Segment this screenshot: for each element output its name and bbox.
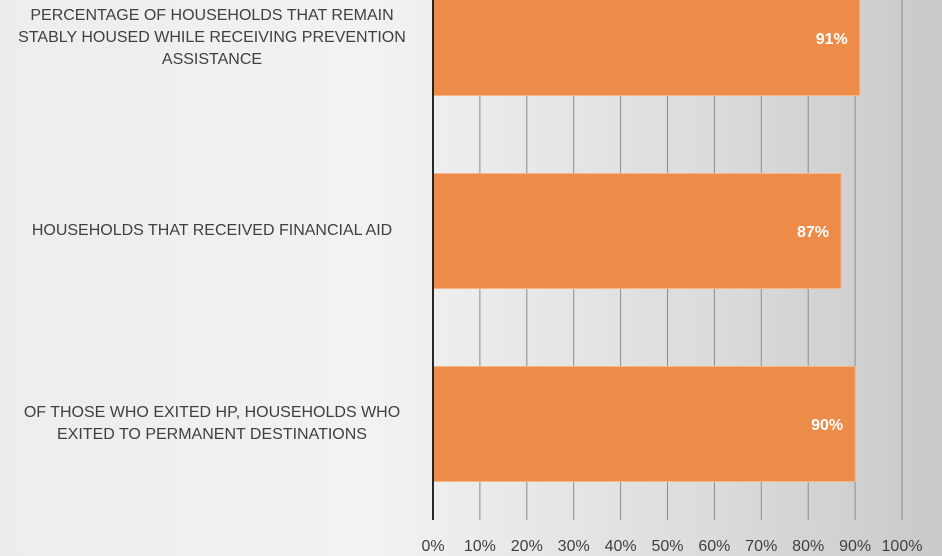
bar (432, 366, 856, 482)
x-tick-label: 80% (792, 538, 824, 555)
category-label: OF THOSE WHO EXITED HP, HOUSEHOLDS WHO E… (23, 404, 401, 443)
data-label: 87% (797, 224, 829, 241)
x-tick-label: 20% (511, 538, 543, 555)
x-tick-label: 0% (421, 538, 444, 555)
x-tick-label: 10% (464, 538, 496, 555)
bar (432, 173, 842, 289)
data-label: 90% (811, 417, 843, 434)
x-tick-label: 50% (651, 538, 683, 555)
x-tick-label: 70% (745, 538, 777, 555)
bar (432, 0, 861, 96)
category-label: HOUSEHOLDS THAT RECEIVED FINANCIAL AID (31, 222, 393, 239)
x-tick-label: 40% (605, 538, 637, 555)
x-tick-label: 100% (882, 538, 923, 555)
x-tick-label: 60% (698, 538, 730, 555)
category-label: PERCENTAGE OF HOUSEHOLDS THAT REMAIN STA… (18, 7, 406, 68)
data-label: 91% (816, 31, 848, 48)
x-tick-label: 30% (558, 538, 590, 555)
x-tick-label: 90% (839, 538, 871, 555)
